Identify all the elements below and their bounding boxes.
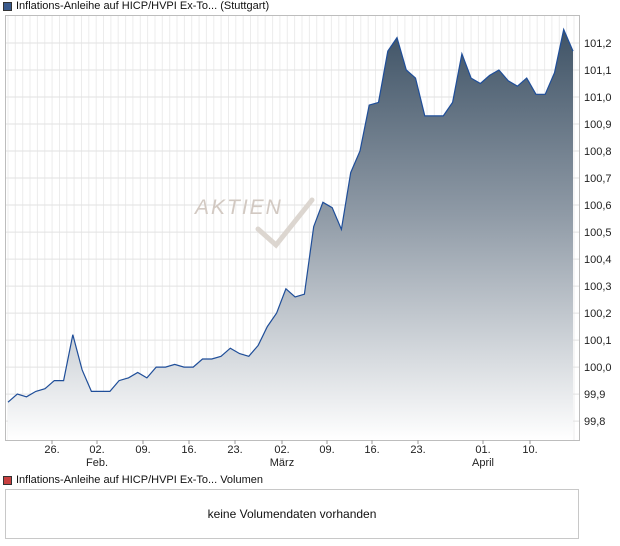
y-tick-label: 101,2 — [584, 38, 612, 50]
x-tick-label: 16. — [364, 444, 379, 456]
price-legend: Inflations-Anleihe auf HICP/HVPI Ex-To..… — [3, 0, 269, 12]
x-month-label: April — [472, 457, 494, 469]
x-tick-label: 26. — [44, 444, 59, 456]
y-tick-label: 100,7 — [584, 173, 612, 185]
price-legend-label: Inflations-Anleihe auf HICP/HVPI Ex-To..… — [16, 0, 270, 12]
x-tick-label: 23. — [410, 444, 425, 456]
y-tick-label: 99,8 — [584, 416, 605, 428]
x-axis: 26. 02. 09. 16. 23. 02. 09. 16. 23. 01. 10. Feb. Mär… — [44, 440, 538, 469]
x-month-label: März — [270, 457, 294, 469]
x-tick-label: 23. — [227, 444, 242, 456]
y-tick-label: 100,4 — [584, 254, 612, 266]
x-tick-label: 09. — [319, 444, 334, 456]
y-tick-label: 100,0 — [584, 362, 612, 374]
price-legend-swatch — [3, 1, 12, 11]
x-tick-label: 02. — [274, 444, 289, 456]
watermark-text: AKTIEN — [193, 196, 283, 219]
x-tick-label: 01. — [475, 444, 490, 456]
volume-panel: keine Volumendaten vorhanden — [5, 489, 579, 539]
price-line — [7, 27, 574, 403]
x-tick-label: 02. — [89, 444, 104, 456]
y-tick-label: 101,0 — [584, 92, 612, 104]
y-tick-label: 100,2 — [584, 308, 612, 320]
x-tick-label: 16. — [181, 444, 196, 456]
plot-frame — [5, 15, 580, 441]
y-axis: 99,8 99,9 100,0 100,1 100,2 100,3 100,4 100,5 10… — [584, 38, 612, 428]
y-tick-label: 101,1 — [584, 65, 612, 77]
y-tick-label: 100,6 — [584, 200, 612, 212]
volume-legend: Inflations-Anleihe auf HICP/HVPI Ex-To..… — [3, 474, 263, 486]
volume-legend-label: Inflations-Anleihe auf HICP/HVPI Ex-To..… — [16, 474, 264, 486]
x-tick-label: 09. — [135, 444, 150, 456]
y-tick-label: 100,9 — [584, 119, 612, 131]
watermark-check-icon — [255, 197, 315, 249]
y-tick-label: 100,3 — [584, 281, 612, 293]
price-chart: AKTIEN 99,8 99,9 100,0 100,1 100,2 100,3 100,4… — [5, 15, 612, 469]
price-area — [8, 29, 573, 440]
x-month-label: Feb. — [86, 457, 108, 469]
volume-legend-swatch — [3, 475, 12, 485]
y-tick-label: 100,8 — [584, 146, 612, 158]
x-tick-label: 10. — [522, 444, 537, 456]
y-tick-label: 100,1 — [584, 335, 612, 347]
y-tick-label: 100,5 — [584, 227, 612, 239]
y-tick-label: 99,9 — [584, 389, 605, 401]
volume-empty-text: keine Volumendaten vorhanden — [207, 507, 377, 521]
